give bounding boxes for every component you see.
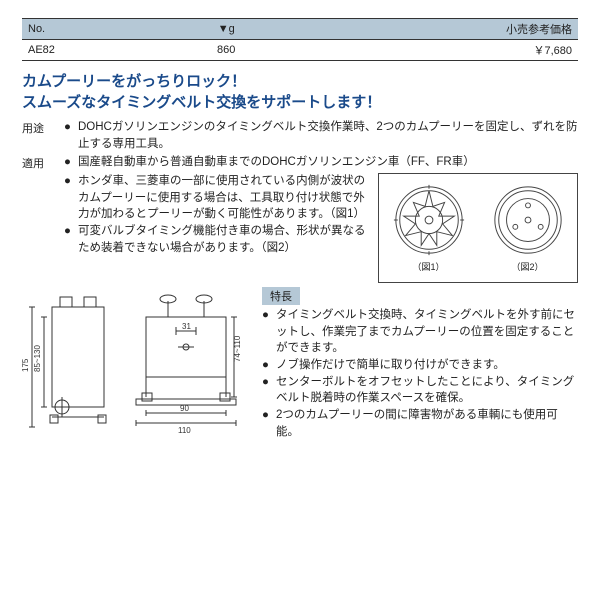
purpose-text: DOHCガソリンエンジンのタイミングベルト交換作業時、2つのカムプーリーを固定し…: [78, 119, 578, 152]
bullet-icon: ●: [64, 119, 78, 136]
th-no: No.: [22, 19, 169, 40]
dim-w-outer: 110: [178, 426, 191, 435]
note1: ホンダ車、三菱車の一部に使用されている内側が波状のカムプーリーに使用する場合は、…: [78, 173, 370, 223]
figure-box: （図1） （図2）: [378, 173, 578, 283]
fig1-caption: （図1）: [412, 261, 444, 274]
dim-w-inner: 90: [180, 404, 189, 413]
th-weight: ▼g: [169, 19, 284, 40]
purpose-label: 用途: [22, 119, 64, 152]
dim-v-right: 74~110: [233, 335, 242, 362]
gear1-icon: [390, 181, 468, 259]
bullet-icon: ●: [262, 407, 276, 424]
feat3: センターボルトをオフセットしたことにより、タイミングベルト脱着時の作業スペースを…: [276, 374, 578, 407]
bullet-icon: ●: [64, 173, 78, 190]
apply-label: 適用: [22, 154, 64, 283]
diagram-left-icon: 175 85~130: [22, 287, 122, 437]
feat4: 2つのカムプーリーの間に障害物がある車輌にも使用可能。: [276, 407, 578, 440]
bullet-icon: ●: [64, 154, 78, 171]
lower-row: 175 85~130: [22, 287, 578, 440]
headline-line1: カムプーリーをがっちりロック！: [22, 71, 578, 92]
apply-text: 国産軽自動車から普通自動車までのDOHCガソリンエンジン車（FF、FR車）: [78, 154, 578, 171]
fig2-caption: （図2）: [511, 261, 543, 274]
td-no: AE82: [22, 40, 169, 61]
headline-line2: スムーズなタイミングベルト交換をサポートします！: [22, 92, 578, 113]
dim-h-inner: 85~130: [33, 345, 42, 372]
apply-section: 適用 ● 国産軽自動車から普通自動車までのDOHCガソリンエンジン車（FF、FR…: [22, 154, 578, 283]
purpose-section: 用途 ● DOHCガソリンエンジンのタイミングベルト交換作業時、2つのカムプーリ…: [22, 119, 578, 152]
bullet-icon: ●: [64, 223, 78, 240]
headline: カムプーリーをがっちりロック！ スムーズなタイミングベルト交換をサポートします！: [22, 71, 578, 113]
features-label: 特長: [262, 287, 300, 305]
diagram-right-icon: 31 74~110 90 110: [128, 287, 252, 437]
dimension-diagrams: 175 85~130: [22, 287, 252, 440]
bullet-icon: ●: [262, 357, 276, 374]
notes-row: ● ホンダ車、三菱車の一部に使用されている内側が波状のカムプーリーに使用する場合…: [64, 173, 578, 283]
feat2: ノブ操作だけで簡単に取り付けができます。: [276, 357, 578, 374]
spec-table: No. ▼g 小売参考価格 AE82 860 ￥7,680: [22, 18, 578, 61]
th-price: 小売参考価格: [284, 19, 578, 40]
dim-h-outer: 175: [22, 358, 30, 372]
note2: 可変バルブタイミング機能付き車の場合、形状が異なるため装着できない場合があります…: [78, 223, 370, 256]
gear2-icon: [489, 181, 567, 259]
bullet-icon: ●: [262, 374, 276, 391]
features-block: 特長 ●タイミングベルト交換時、タイミングベルトを外す前にセットし、作業完了まで…: [262, 287, 578, 440]
dim-w-bar: 31: [182, 322, 191, 331]
feat1: タイミングベルト交換時、タイミングベルトを外す前にセットし、作業完了までカムプー…: [276, 307, 578, 357]
td-weight: 860: [169, 40, 284, 61]
td-price: ￥7,680: [284, 40, 578, 61]
bullet-icon: ●: [262, 307, 276, 324]
